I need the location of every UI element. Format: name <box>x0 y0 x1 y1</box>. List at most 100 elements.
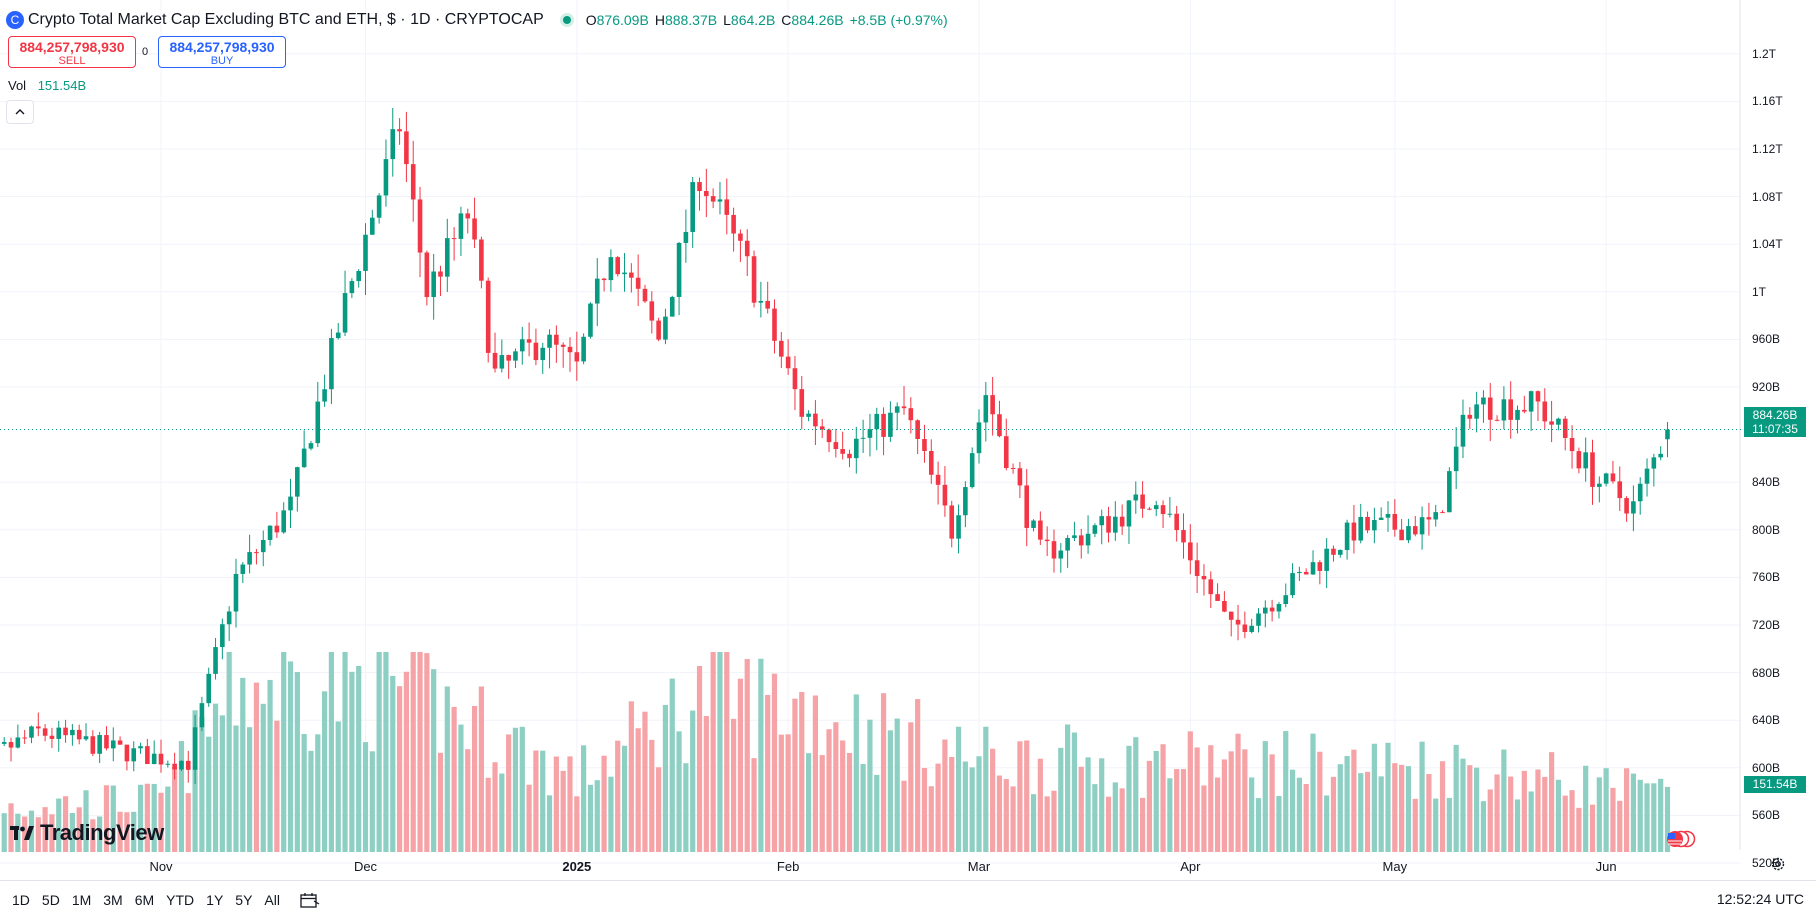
candle-body <box>329 338 334 390</box>
candle-body <box>1242 624 1248 632</box>
settings-gear-icon[interactable] <box>1770 856 1786 872</box>
volume-bar <box>35 817 41 852</box>
sell-button[interactable]: 884,257,798,930 SELL <box>8 36 136 68</box>
collapse-legend-button[interactable] <box>6 100 34 124</box>
volume-bar <box>751 758 757 852</box>
volume-bar <box>1242 749 1248 852</box>
candle-body <box>888 412 893 437</box>
volume-bar <box>1310 733 1316 852</box>
candle-body <box>956 515 961 539</box>
volume-bar <box>1085 757 1091 852</box>
candle-body <box>1038 520 1043 540</box>
range-1d[interactable]: 1D <box>12 891 30 908</box>
date-tick-label: Nov <box>149 859 173 874</box>
range-5y[interactable]: 5Y <box>235 891 253 908</box>
market-status-icon[interactable] <box>559 13 574 27</box>
candle-body <box>1515 409 1520 420</box>
candle-body <box>1378 517 1384 520</box>
candle-body <box>445 238 450 277</box>
candlestick-chart[interactable] <box>0 0 1816 880</box>
candle-body <box>724 199 730 215</box>
candle-body <box>1610 473 1616 482</box>
range-buttons: 1D 5D 1M 3M 6M YTD 1Y 5Y All <box>6 881 320 918</box>
candle-body <box>1344 522 1350 550</box>
price-tick-label: 1.16T <box>1752 94 1783 109</box>
candle-body <box>1099 516 1104 526</box>
volume-bar <box>867 719 873 852</box>
range-6m[interactable]: 6M <box>134 891 155 908</box>
volume-bar <box>206 736 212 852</box>
candle-body <box>1576 451 1582 469</box>
candle-body <box>1085 533 1091 546</box>
candle-body <box>519 339 525 352</box>
range-ytd[interactable]: YTD <box>166 891 195 908</box>
candle-body <box>1447 471 1452 513</box>
range-1m[interactable]: 1M <box>71 891 92 908</box>
candle-body <box>1310 562 1316 575</box>
candle-body <box>274 525 280 533</box>
candle-body <box>779 340 784 357</box>
range-all[interactable]: All <box>264 891 280 908</box>
candle-body <box>567 346 573 353</box>
volume-bar <box>1030 794 1037 852</box>
candle-body <box>213 647 218 674</box>
candle-body <box>1433 512 1439 520</box>
volume-bar <box>1446 797 1452 852</box>
symbol-title[interactable]: Crypto Total Market Cap Excluding BTC an… <box>28 11 544 28</box>
volume-bar <box>990 748 996 852</box>
calendar-range-icon[interactable] <box>300 892 320 908</box>
candle-body <box>704 191 709 197</box>
candle-body <box>1303 571 1309 575</box>
volume-bar <box>662 704 669 852</box>
volume-bar <box>1010 786 1016 852</box>
candle-body <box>854 438 859 459</box>
candle-body <box>131 748 137 762</box>
candle-body <box>785 356 791 369</box>
candle-body <box>1208 579 1214 595</box>
candle-body <box>233 573 239 612</box>
date-tick-label: Feb <box>776 859 800 874</box>
candle-body <box>1290 573 1295 596</box>
candle-body <box>1522 409 1527 412</box>
volume-bar <box>1583 765 1589 852</box>
candle-body <box>506 355 511 361</box>
tradingview-logo[interactable]: TradingView <box>10 820 164 846</box>
volume-legend[interactable]: Vol 151.54B <box>8 78 86 93</box>
candle-body <box>1044 539 1050 542</box>
volume-bar <box>1433 798 1439 852</box>
flags-icon[interactable] <box>1662 830 1702 848</box>
volume-bar <box>1487 789 1493 852</box>
candle-body <box>765 300 770 309</box>
sell-label: SELL <box>58 55 86 67</box>
volume-bar <box>1378 776 1384 852</box>
currency-symbol-icon[interactable]: C <box>6 11 24 29</box>
candle-body <box>90 736 96 754</box>
utc-clock[interactable]: 12:52:24 UTC <box>1716 891 1804 907</box>
candle-body <box>185 760 191 770</box>
candle-body <box>751 256 757 303</box>
candle-body <box>1487 397 1493 420</box>
candle-body <box>588 303 593 337</box>
range-1y[interactable]: 1Y <box>206 891 224 908</box>
range-5d[interactable]: 5D <box>41 891 60 908</box>
candle-body <box>458 213 464 239</box>
candle-body <box>1460 414 1466 447</box>
candle-body <box>1617 481 1623 499</box>
candle-body <box>1412 526 1418 535</box>
volume-bar <box>949 756 955 852</box>
candle-body <box>560 344 566 347</box>
volume-bar <box>110 785 116 852</box>
candle-body <box>1528 391 1534 412</box>
bar-countdown: 11:07:35 <box>1752 422 1798 436</box>
candle-body <box>942 484 948 506</box>
range-3m[interactable]: 3M <box>103 891 123 908</box>
volume-bar <box>969 767 975 852</box>
volume-bar <box>669 678 675 852</box>
candle-body <box>479 239 484 281</box>
candle-body <box>547 334 552 348</box>
candle-body <box>15 737 21 748</box>
volume-bar <box>83 790 89 852</box>
volume-bar <box>1058 747 1064 852</box>
candle-body <box>1474 404 1479 419</box>
buy-button[interactable]: 884,257,798,930 BUY <box>158 36 286 68</box>
